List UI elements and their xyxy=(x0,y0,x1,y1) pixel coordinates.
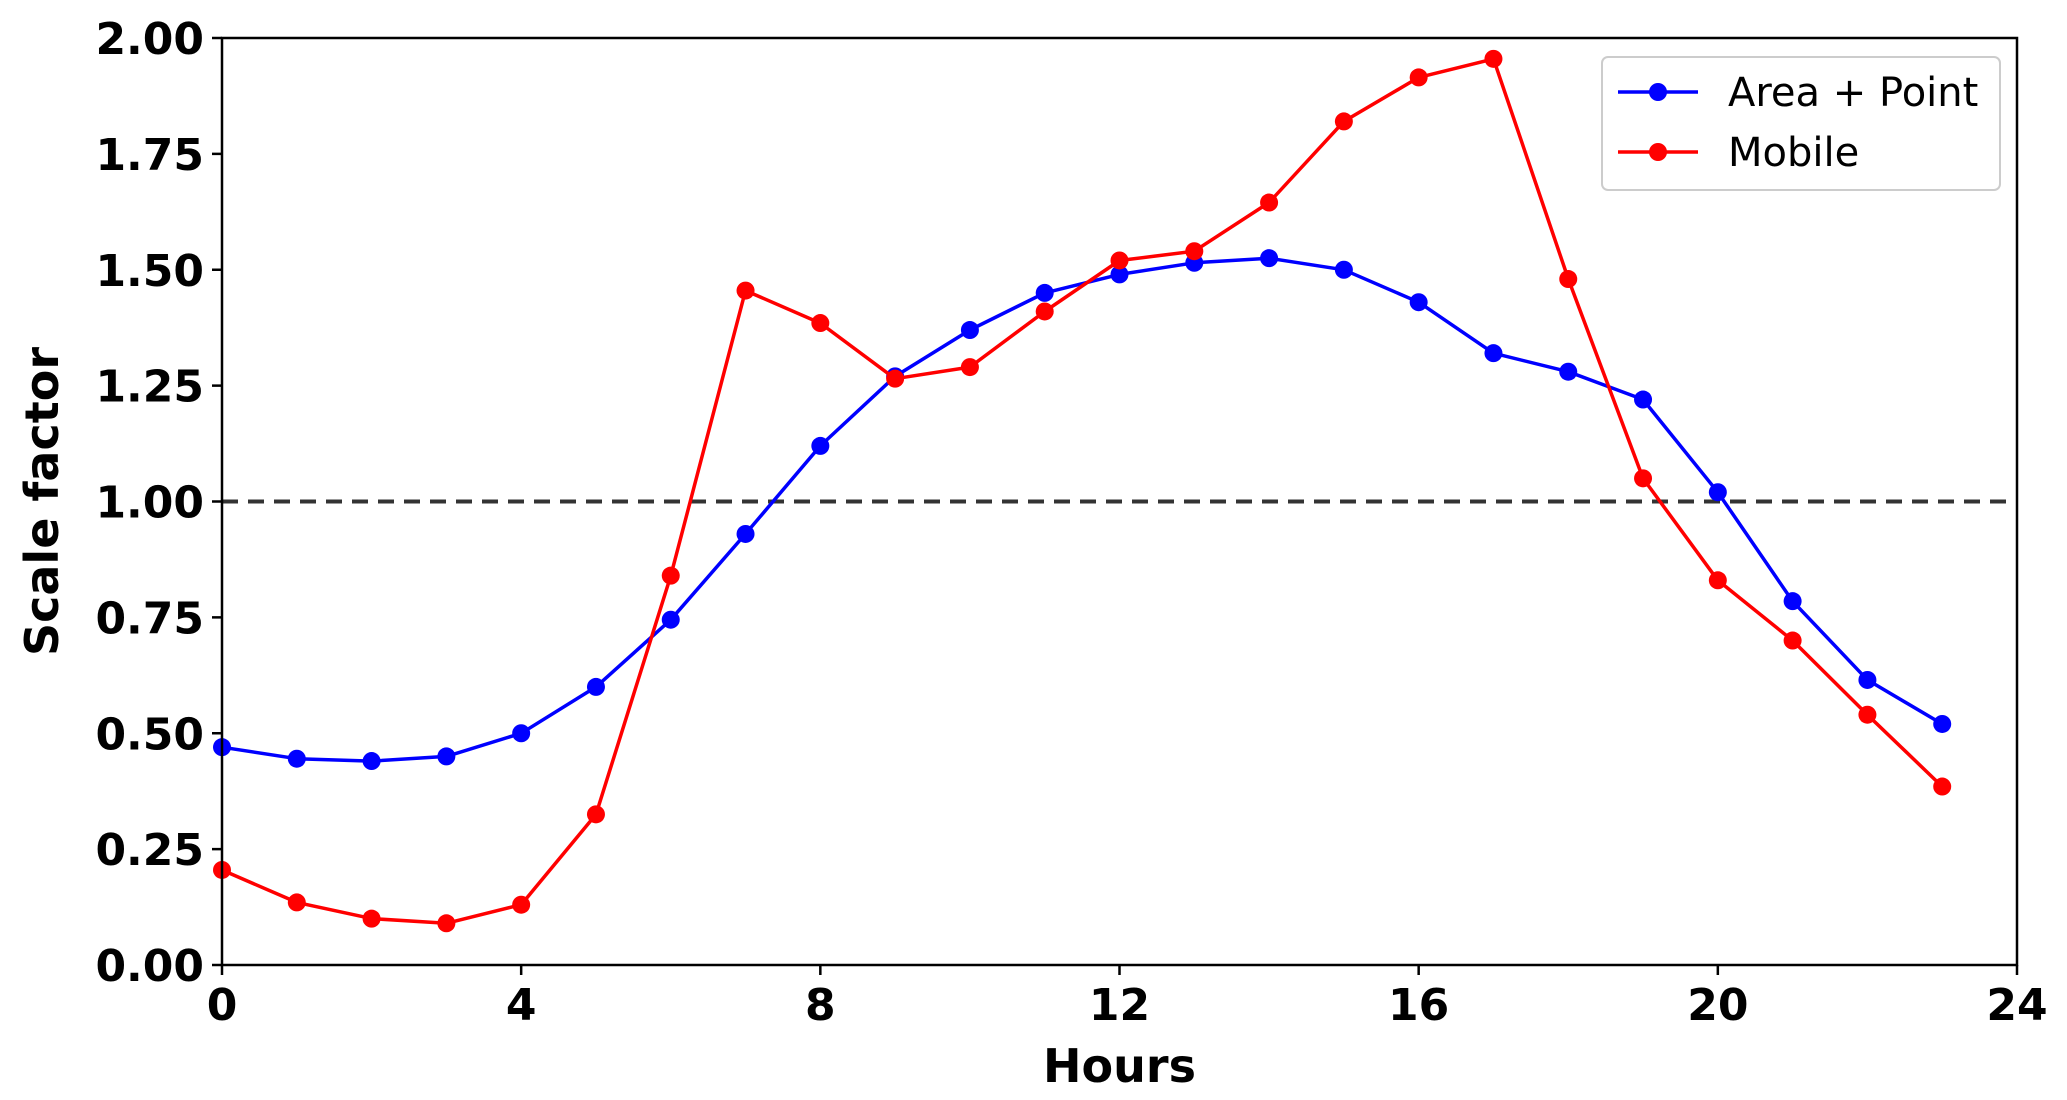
data-point xyxy=(1933,714,1952,733)
data-point xyxy=(1409,68,1428,87)
y-tick-label: 0.75 xyxy=(95,593,204,644)
y-tick-label: 0.00 xyxy=(95,941,204,992)
data-point xyxy=(1933,777,1952,796)
data-point xyxy=(811,436,830,455)
data-point xyxy=(1334,260,1353,279)
y-tick-label: 0.25 xyxy=(95,825,204,876)
data-point xyxy=(437,747,456,766)
data-point xyxy=(1559,362,1578,381)
data-point xyxy=(512,895,531,914)
data-point xyxy=(1334,112,1353,131)
data-point xyxy=(1708,571,1727,590)
data-point xyxy=(886,369,905,388)
data-point xyxy=(1110,265,1129,284)
legend-marker-0 xyxy=(1649,83,1667,101)
data-point xyxy=(1484,344,1503,363)
x-tick-label: 24 xyxy=(1986,980,2047,1031)
data-point xyxy=(1035,302,1054,321)
data-point xyxy=(1035,283,1054,302)
legend-marker-1 xyxy=(1649,143,1667,161)
data-point xyxy=(1783,631,1802,650)
data-point xyxy=(736,524,755,543)
y-tick-label: 1.00 xyxy=(95,478,204,529)
data-point xyxy=(586,677,605,696)
data-point xyxy=(1110,251,1129,270)
data-point xyxy=(1634,469,1653,488)
data-point xyxy=(362,752,381,771)
data-point xyxy=(661,566,680,585)
data-point xyxy=(960,358,979,377)
x-axis-label: Hours xyxy=(1043,1039,1196,1093)
data-point xyxy=(1858,670,1877,689)
data-point xyxy=(287,749,306,768)
x-tick-label: 12 xyxy=(1089,980,1150,1031)
data-point xyxy=(437,914,456,933)
data-point xyxy=(1260,249,1279,268)
data-point xyxy=(362,909,381,928)
legend-box xyxy=(1601,56,2001,191)
data-point xyxy=(1409,293,1428,312)
y-tick-label: 1.25 xyxy=(95,362,204,413)
data-point xyxy=(287,893,306,912)
data-point xyxy=(1484,49,1503,68)
data-point xyxy=(1708,483,1727,502)
y-tick-label: 1.50 xyxy=(95,246,204,297)
data-point xyxy=(1858,705,1877,724)
x-tick-label: 4 xyxy=(506,980,537,1031)
legend-label-1: Mobile xyxy=(1728,130,1859,176)
y-tick-label: 2.00 xyxy=(95,14,204,65)
data-point xyxy=(661,610,680,629)
data-point xyxy=(1783,592,1802,611)
x-tick-label: 16 xyxy=(1388,980,1449,1031)
x-tick-label: 8 xyxy=(805,980,836,1031)
y-axis-label: Scale factor xyxy=(15,347,69,656)
data-point xyxy=(512,724,531,743)
x-tick-label: 20 xyxy=(1687,980,1748,1031)
data-point xyxy=(811,314,830,333)
y-tick-label: 0.50 xyxy=(95,709,204,760)
data-point xyxy=(1260,193,1279,212)
data-point xyxy=(1559,270,1578,289)
series-line-1 xyxy=(221,57,1944,926)
data-point xyxy=(1185,242,1204,261)
data-point xyxy=(586,805,605,824)
data-point xyxy=(736,281,755,300)
legend-label-0: Area + Point xyxy=(1728,70,1978,116)
data-point xyxy=(960,321,979,340)
y-tick-label: 1.75 xyxy=(95,130,204,181)
data-point xyxy=(1634,390,1653,409)
series-line-0 xyxy=(221,256,1944,763)
x-tick-label: 0 xyxy=(207,980,238,1031)
